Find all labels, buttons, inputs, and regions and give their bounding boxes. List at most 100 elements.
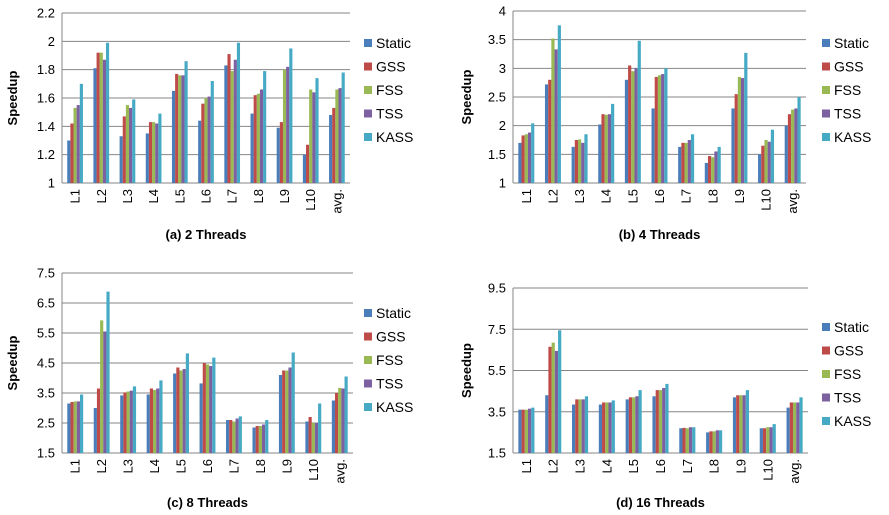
bar-tss-L2 [103,331,107,453]
legend-label-fss: FSS [376,352,403,368]
bar-tss-L2 [554,49,558,184]
x-tick-label: L4 [146,189,161,203]
bar-tss-L10 [769,427,773,453]
bar-tss-L7 [235,418,239,453]
x-tick-label: avg. [332,459,347,484]
x-tick-label: L9 [277,189,292,203]
bar-kass-L1 [531,407,535,453]
bar-fss-L7 [684,142,688,183]
bar-tss-L9 [286,66,290,183]
bar-gss-L3 [122,116,126,183]
bar-gss-avg [789,402,793,453]
x-tick-label: L10 [303,189,318,211]
legend: Static GSS FSS TSS KASS [364,305,413,415]
chart-a: 1 1.2 1.4 1.6 1.8 2 2.2 L1 L2 L3 L4 L5 L6 L7 L8 L9 L10 av… [5,6,413,243]
bar-tss-L5 [635,396,639,453]
bar-tss-avg [338,88,342,183]
bar-fss-L10 [766,427,770,453]
y-tick-label: 1.5 [488,147,506,162]
x-tick-label: L2 [94,459,109,473]
bar-kass-L7 [692,427,696,453]
bar-tss-L3 [129,107,133,183]
legend-swatch-kass [364,403,372,411]
bar-fss-L6 [657,75,662,183]
y-tick-label: 1.2 [37,147,55,162]
legend-label-kass: KASS [834,413,871,429]
bar-fss-L3 [577,139,582,183]
y-tick-label: 2.5 [37,416,55,431]
bar-tss-L2 [554,350,559,453]
x-tick-label: L6 [199,189,214,203]
y-tick-label: 3.5 [488,32,506,47]
bar-tss-L10 [767,141,771,183]
legend-label-tss: TSS [834,106,861,122]
bar-kass-L10 [772,424,776,453]
bar-kass-L10 [770,129,775,183]
x-tick-label: L4 [147,459,162,473]
bar-fss-L1 [73,107,77,183]
legend-label-gss: GSS [376,329,406,345]
bar-gss-L9 [279,122,283,183]
bar-kass-L2 [105,42,110,183]
bar-gss-L3 [575,399,579,453]
bar-fss-L5 [632,397,636,453]
bar-kass-L6 [210,81,214,183]
bar-static-L4 [598,404,603,453]
bar-fss-L1 [524,134,528,183]
bar-static-L8 [252,427,256,453]
bar-fss-L1 [524,409,529,453]
bar-kass-L9 [744,52,748,183]
bar-gss-L9 [736,395,740,453]
x-tick-label: L1 [68,459,83,473]
bar-fss-L4 [153,390,157,453]
bar-static-avg [331,400,336,453]
legend: Static GSS FSS TSS KASS [822,319,871,429]
bar-tss-L8 [259,89,264,183]
bar-gss-L2 [96,388,101,453]
chart-b: 1 1.5 2 2.5 3 3.5 4 L1 L2 L3 L4 L5 L6 L7 L8 L9 L10 avg. Sp… [459,4,871,243]
legend-label-static: Static [834,35,869,51]
bar-static-L9 [276,127,280,183]
bar-gss-L4 [148,122,153,183]
x-tick-label: L5 [174,459,189,473]
bar-static-L7 [226,420,230,453]
legend-swatch-static [364,309,372,317]
y-tick-label: 9.5 [488,281,506,296]
bar-tss-L6 [207,96,211,183]
bar-static-L4 [598,124,602,183]
bar-gss-L5 [628,65,632,183]
bar-static-avg [786,407,790,453]
bar-static-L7 [678,146,682,183]
y-tick-label: 4.5 [37,356,55,371]
bar-fss-L2 [100,320,104,453]
bar-static-L7 [679,428,683,453]
bar-tss-L2 [102,59,106,183]
legend-swatch-tss [364,379,372,388]
legend-label-tss: TSS [376,376,403,392]
bar-kass-L7 [236,42,241,183]
bar-kass-L8 [263,71,267,183]
bar-gss-L4 [602,402,606,453]
bar-static-L3 [572,404,576,453]
bar-tss-L10 [312,92,316,183]
bar-tss-L1 [527,132,532,183]
bar-kass-L3 [132,386,137,453]
bar-tss-L7 [233,59,237,183]
bar-tss-L8 [715,430,719,453]
legend-label-gss: GSS [834,343,864,359]
bar-kass-L7 [238,416,242,453]
bar-gss-L5 [628,397,633,453]
legend-label-kass: KASS [376,399,413,415]
bar-fss-L3 [125,105,130,183]
x-tick-label: L10 [759,189,774,211]
bar-static-L10 [759,428,763,453]
bar-static-L8 [250,113,254,183]
y-tick-label: 7.5 [488,322,506,337]
bar-static-L10 [758,154,762,183]
legend: Static GSS FSS TSS KASS [822,35,871,145]
legend-swatch-kass [822,417,830,425]
x-tick-label: L2 [545,189,560,203]
bar-tss-L8 [261,424,266,453]
legend-label-static: Static [376,305,411,321]
bar-tss-L4 [156,388,160,453]
